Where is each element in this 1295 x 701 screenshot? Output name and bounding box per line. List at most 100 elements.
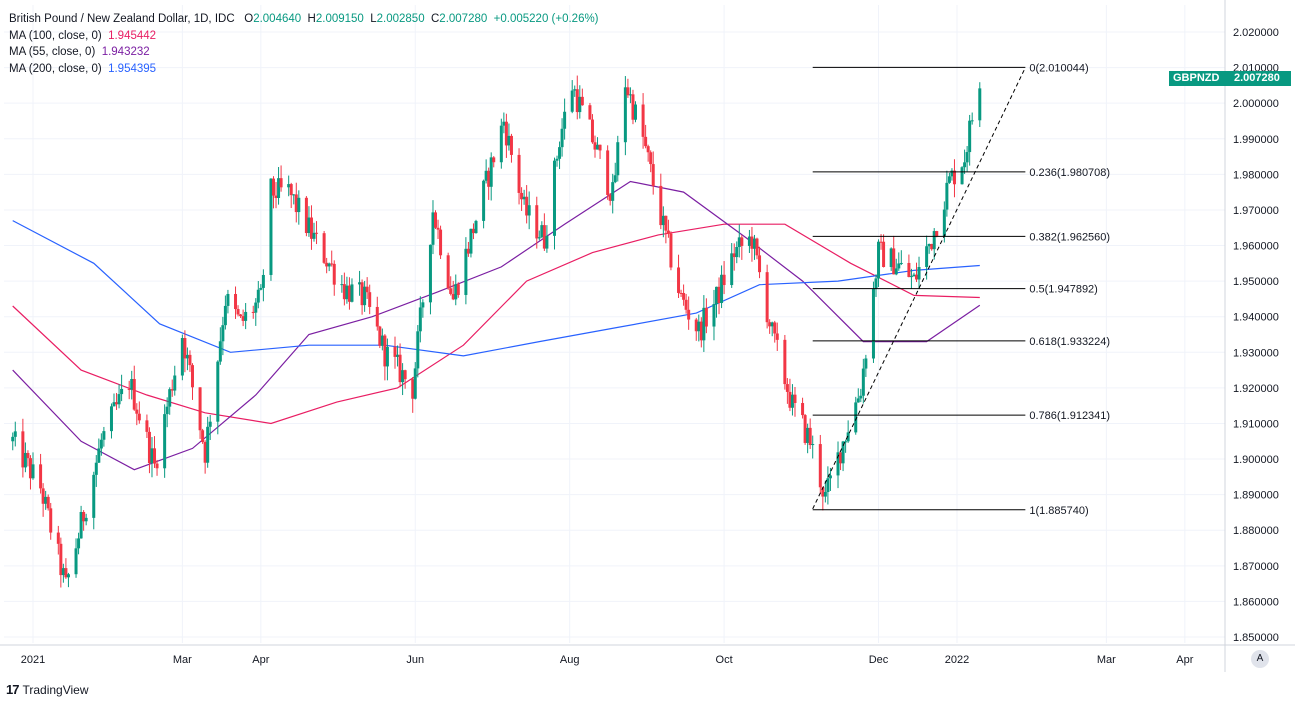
candle-body	[271, 178, 275, 196]
candle	[694, 317, 698, 341]
candle	[11, 432, 15, 451]
candle	[914, 262, 918, 283]
candle	[917, 256, 921, 290]
candle	[150, 437, 154, 478]
candle-body	[575, 89, 579, 113]
candle	[580, 88, 584, 106]
candle	[628, 87, 632, 104]
candle-body	[315, 232, 319, 234]
candle-body	[588, 105, 592, 120]
candle	[947, 172, 951, 184]
candle	[261, 269, 265, 302]
candle	[651, 151, 655, 195]
candle	[274, 182, 278, 209]
candle	[606, 145, 610, 200]
candle-body	[345, 285, 349, 300]
candle	[365, 277, 369, 299]
candle	[864, 354, 868, 377]
candle	[684, 293, 688, 314]
candle-body	[608, 194, 612, 201]
candle	[411, 377, 415, 413]
candle	[201, 428, 205, 444]
moving-average-line	[12, 223, 980, 425]
ohlc-open-value: 2.004640	[253, 13, 302, 25]
candle	[363, 280, 367, 312]
candle-body	[130, 378, 134, 390]
candle-body	[970, 120, 974, 122]
y-tick-label: 1.940000	[1233, 312, 1279, 324]
candle-body	[590, 119, 594, 143]
candle-body	[97, 448, 101, 463]
candle-body	[623, 87, 627, 143]
ohlc-low-value: 2.002850	[376, 13, 425, 25]
candle	[360, 279, 364, 315]
candle	[59, 537, 63, 588]
candle	[484, 159, 488, 184]
candle-body	[914, 274, 918, 280]
candle-body	[127, 388, 131, 390]
candle	[613, 162, 617, 184]
candle-body	[482, 180, 486, 221]
candle-body	[428, 244, 432, 303]
dashed-trendline[interactable]	[812, 67, 1026, 510]
legend-ma55-row[interactable]: MA (55, close, 0) 1.943232	[9, 44, 599, 61]
candle	[398, 343, 402, 388]
legend-ma100-row[interactable]: MA (100, close, 0) 1.945442	[9, 28, 599, 45]
candle	[507, 123, 511, 151]
candle	[677, 254, 681, 299]
candle	[41, 483, 45, 517]
candle	[168, 387, 172, 415]
candle-body	[793, 394, 797, 404]
candle-body	[555, 158, 559, 161]
fibonacci-retracement[interactable]: 0(2.010044) 0.236(1.980708) 0.382(1.962560…	[812, 62, 1110, 517]
candle-body	[474, 220, 478, 234]
candle-body	[147, 431, 151, 464]
candle-body	[183, 338, 187, 359]
candle	[155, 459, 159, 476]
candle	[811, 435, 815, 459]
candle	[808, 418, 812, 449]
candlestick-series	[11, 75, 982, 588]
candle-body	[808, 427, 812, 446]
candle-body	[469, 228, 473, 254]
candle	[861, 358, 865, 404]
fib-level-label: 0.786(1.912341)	[1029, 410, 1110, 422]
candle	[578, 85, 582, 119]
candle	[806, 423, 810, 454]
candle	[115, 392, 119, 410]
y-tick-label: 1.890000	[1233, 490, 1279, 502]
candle	[368, 284, 372, 315]
candle	[464, 237, 468, 305]
candle-body	[102, 431, 106, 440]
trendline[interactable]	[812, 67, 1026, 510]
candle-body	[74, 548, 78, 575]
chart-axes: 2.0200002.0100002.0000001.9900001.980000…	[0, 0, 1295, 672]
candle	[489, 152, 493, 201]
candle-body	[11, 436, 15, 442]
candle-body	[39, 464, 43, 489]
candle	[221, 316, 225, 356]
y-tick-label: 1.970000	[1233, 205, 1279, 217]
brand-footer[interactable]: 17 TradingView	[6, 682, 89, 697]
candle-body	[525, 196, 529, 216]
candle-body	[185, 354, 189, 359]
candle	[892, 235, 896, 275]
candle	[641, 93, 645, 149]
candle-body	[907, 262, 911, 277]
candle-body	[859, 395, 863, 399]
candle	[697, 314, 701, 342]
auto-scale-button[interactable]: A	[1251, 650, 1269, 668]
candle-body	[894, 268, 898, 275]
candle	[765, 264, 769, 329]
candle	[358, 270, 362, 296]
candle	[345, 276, 349, 304]
candle-body	[82, 511, 86, 522]
candle-body	[755, 238, 759, 256]
candle-body	[730, 253, 734, 286]
symbol-title: British Pound / New Zealand Dollar, 1D, …	[9, 13, 235, 25]
candle	[383, 334, 387, 381]
candle-body	[251, 311, 255, 313]
candle	[499, 118, 503, 169]
legend-ma200-row[interactable]: MA (200, close, 0) 1.954395	[9, 61, 599, 78]
